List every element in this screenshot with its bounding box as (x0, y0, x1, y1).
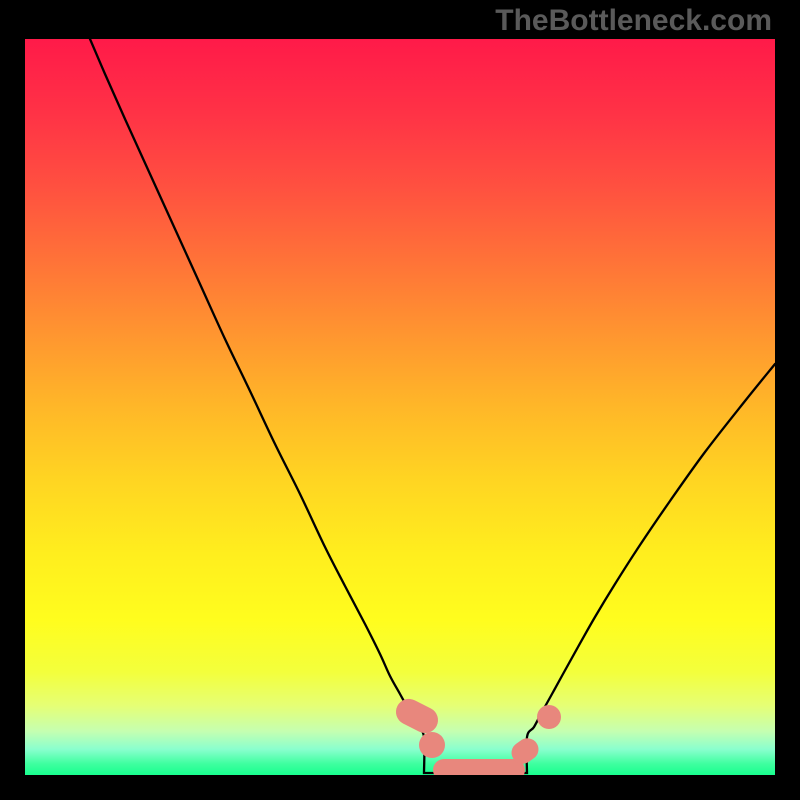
valley-marker (433, 759, 525, 775)
valley-marker (419, 732, 445, 758)
watermark-text: TheBottleneck.com (495, 4, 772, 38)
valley-marker (537, 705, 561, 729)
valley-marker (391, 694, 442, 737)
chart-svg (25, 39, 775, 775)
bottleneck-curve (90, 39, 775, 773)
plot-area (25, 39, 775, 775)
chart-frame: TheBottleneck.com (0, 0, 800, 800)
valley-marker-group (391, 694, 561, 775)
